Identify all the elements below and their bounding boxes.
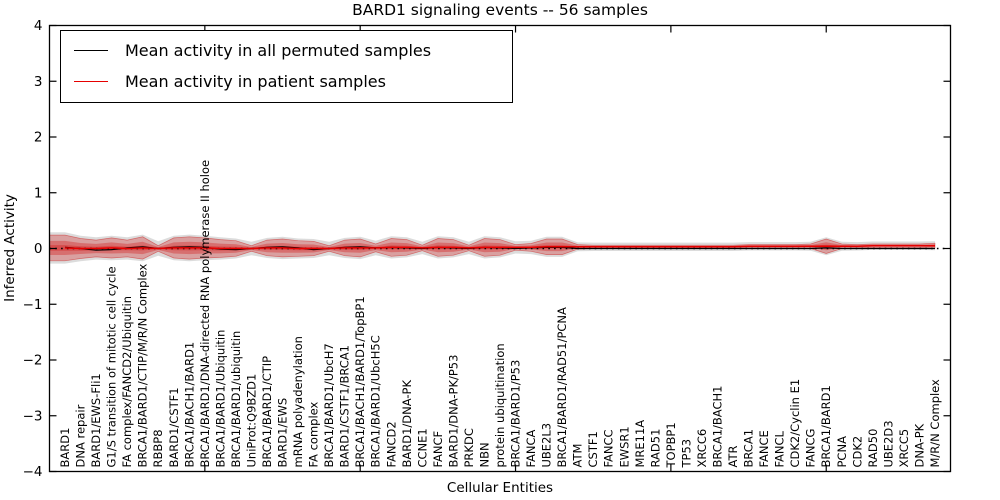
x-tick-label: RAD51 <box>648 429 662 468</box>
legend-row-patient: Mean activity in patient samples <box>61 66 512 97</box>
x-tick-label: BRCA1/BARD1/P53 <box>509 360 523 468</box>
legend-label-permuted: Mean activity in all permuted samples <box>125 41 432 60</box>
x-tick-label: FA complex <box>307 401 321 467</box>
x-tick-label: PCNA <box>835 436 849 468</box>
svg-text:0: 0 <box>34 241 43 257</box>
x-tick-label: MRE11A <box>633 420 647 468</box>
x-tick-label: TP53 <box>679 439 693 469</box>
x-tick-label: RBBP8 <box>151 429 165 467</box>
x-tick-label: DNA-PK <box>912 423 926 467</box>
x-tick-label: UniProt:Q9BZD1 <box>244 374 258 468</box>
x-tick-label: BARD1 <box>58 428 72 468</box>
x-tick-label: BRCA1 <box>742 429 756 468</box>
x-tick-label: PRKDC <box>462 428 476 467</box>
x-tick-label: BRCA1/BACH1 <box>711 386 725 468</box>
x-tick-label: BRCA1/BARD1/DNA-directed RNA polymerase … <box>198 160 212 468</box>
patient-line-sample <box>74 81 108 82</box>
x-axis-label: Cellular Entities <box>446 480 554 496</box>
svg-text:4: 4 <box>34 18 43 34</box>
x-tick-label: BARD1/EWS-Fli1 <box>89 373 103 467</box>
x-tick-label: FANCC <box>602 429 616 467</box>
x-tick-label: XRCC5 <box>897 429 911 468</box>
x-tick-label: mRNA polyadenylation <box>291 336 305 467</box>
x-tick-label: UBE2D3 <box>881 420 895 467</box>
x-tick-label: XRCC6 <box>695 429 709 468</box>
x-tick-label: BRCA1/BACH1/BARD1/TopBP1 <box>353 296 367 467</box>
svg-text:1: 1 <box>34 185 43 201</box>
x-tick-label: FA complex/FANCD2/Ubiquitin <box>120 296 134 467</box>
x-tick-label: DNA repair <box>74 404 88 467</box>
x-tick-label: BARD1/EWS <box>276 398 290 468</box>
x-tick-label: BRCA1/BACH1/BARD1 <box>182 342 196 468</box>
x-tick-label: FANCE <box>757 430 771 467</box>
x-tick-label: ATM <box>571 444 585 468</box>
x-tick-label: BRCA1/BARD1/CTIP/M/R/N Complex <box>136 264 150 468</box>
x-tick-label: BRCA1/BARD1/RAD51/PCNA <box>555 307 569 468</box>
x-tick-label: FANCF <box>431 431 445 468</box>
x-tick-label: BRCA1/BARD1/ubiquitin <box>229 331 243 468</box>
x-tick-label: FANCA <box>524 429 538 467</box>
x-tick-label: CDK2/Cyclin E1 <box>788 379 802 468</box>
svg-text:2: 2 <box>34 130 43 146</box>
x-tick-label: protein ubiquitination <box>493 343 507 467</box>
legend: Mean activity in all permuted samples Me… <box>60 30 513 103</box>
x-tick-label: BRCA1/BARD1/UbcH5C <box>369 335 383 467</box>
x-tick-label: RAD50 <box>866 429 880 468</box>
x-tick-label: BRCA1/BARD1/Ubiquitin <box>213 330 227 468</box>
x-tick-label: UBE2L3 <box>540 423 554 468</box>
x-tick-label: EWSR1 <box>617 426 631 467</box>
x-tick-label: G1/S transition of mitotic cell cycle <box>105 266 119 467</box>
legend-row-permuted: Mean activity in all permuted samples <box>61 35 512 66</box>
x-tick-label: CCNE1 <box>415 428 429 467</box>
x-tick-label: BARD1/DNA-PK <box>400 380 414 468</box>
svg-text:−3: −3 <box>23 408 43 424</box>
svg-text:−1: −1 <box>23 297 43 313</box>
x-tick-label: BARD1/CSTF1/BRCA1 <box>338 345 352 467</box>
x-tick-label: FANCD2 <box>384 421 398 467</box>
y-axis-label: Inferred Activity <box>2 194 18 302</box>
chart-title: BARD1 signaling events -- 56 samples <box>352 1 648 19</box>
svg-text:−4: −4 <box>23 464 43 480</box>
x-tick-label: CDK2 <box>850 436 864 468</box>
x-tick-label: BRCA1/BARD1/UbcH7 <box>322 343 336 467</box>
x-tick-label: TOPBP1 <box>664 422 678 468</box>
x-tick-label: M/R/N Complex <box>928 379 942 468</box>
x-tick-label: ATR <box>726 446 740 468</box>
x-tick-label: CSTF1 <box>586 431 600 467</box>
x-tick-label: FANCG <box>804 429 818 468</box>
x-tick-label: BRCA1/BARD1/CTIP <box>260 356 274 468</box>
svg-text:−2: −2 <box>23 353 43 369</box>
permuted-line-sample <box>74 50 108 51</box>
x-tick-label: NBN <box>478 442 492 467</box>
x-tick-label: FANCL <box>773 430 787 467</box>
x-tick-label: BRCA1/BARD1 <box>819 385 833 467</box>
legend-label-patient: Mean activity in patient samples <box>125 72 386 91</box>
x-tick-label: BARD1/CSTF1 <box>167 387 181 467</box>
x-tick-label: BARD1/DNA-PK/P53 <box>446 355 460 468</box>
svg-text:3: 3 <box>34 74 43 90</box>
